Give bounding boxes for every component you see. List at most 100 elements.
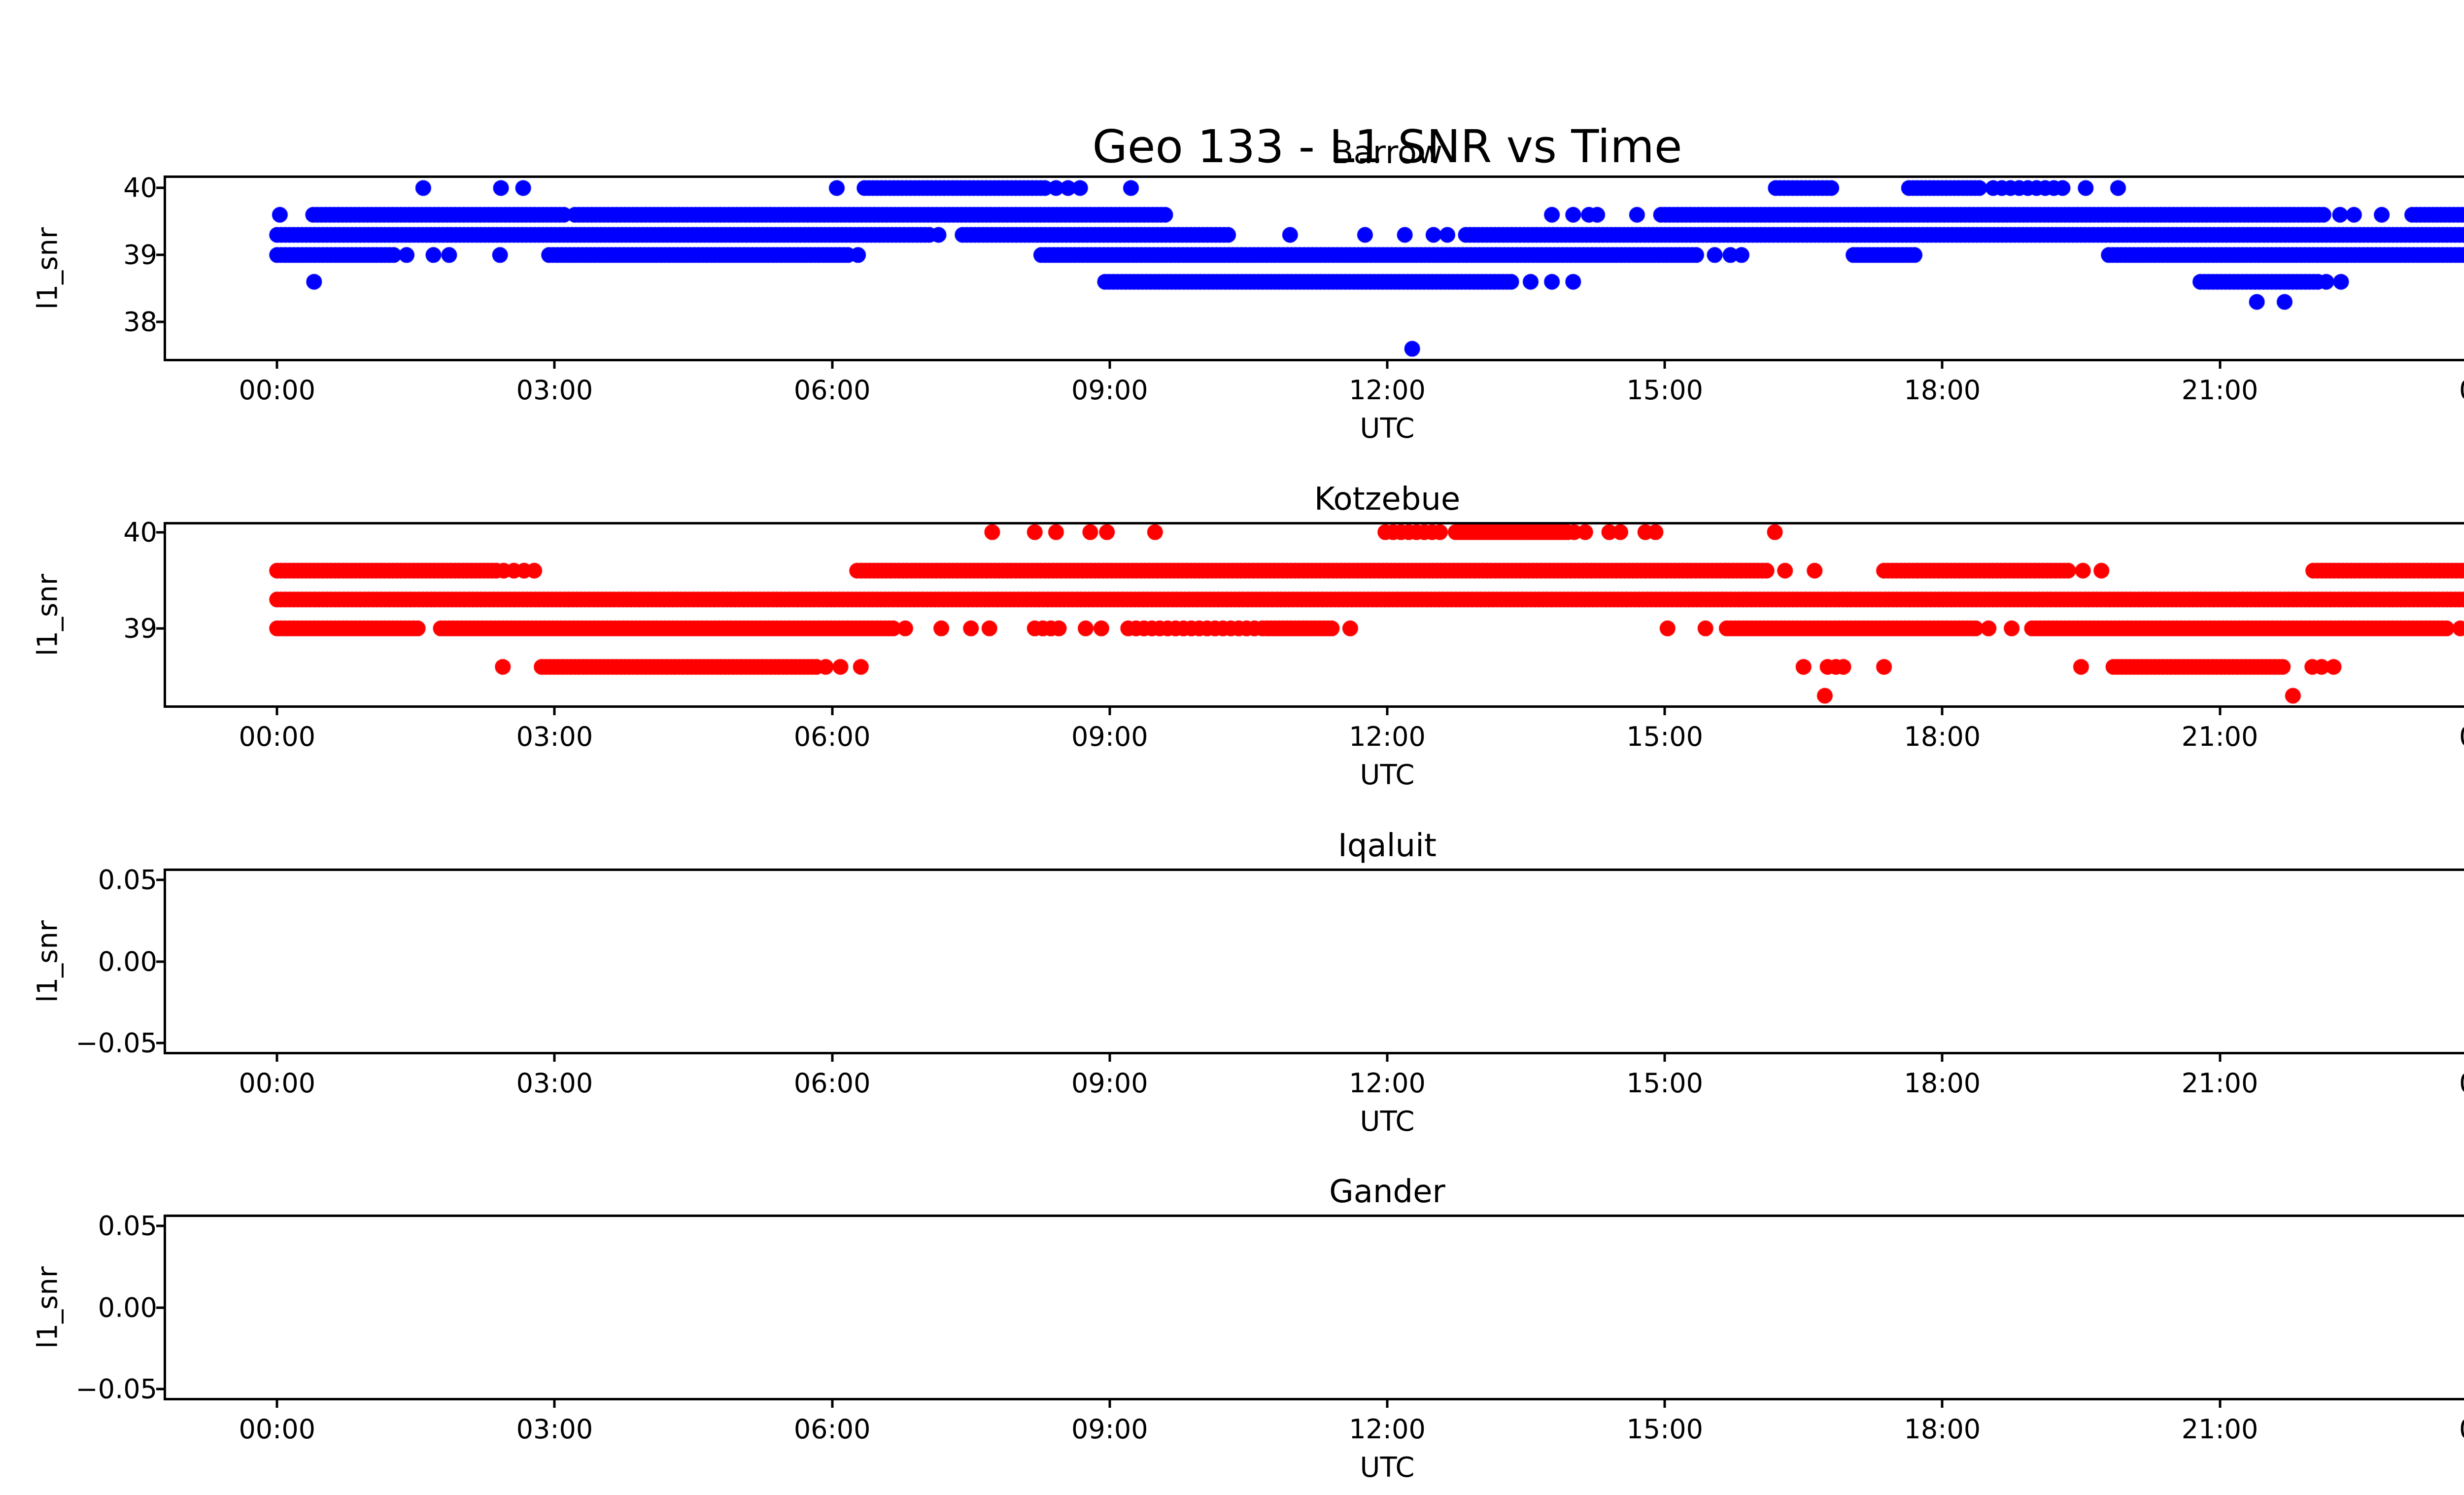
y-tick-label: −0.05 bbox=[75, 1373, 157, 1405]
x-tick-mark bbox=[1108, 1398, 1111, 1408]
x-tick-label: 15:00 bbox=[1626, 1414, 1703, 1445]
y-tick-label: 40 bbox=[123, 172, 157, 204]
x-tick-label: 18:00 bbox=[1904, 375, 1981, 406]
x-tick-mark bbox=[275, 359, 278, 369]
x-tick-label: 06:00 bbox=[793, 1414, 871, 1445]
x-tick-label: 03:00 bbox=[516, 1068, 593, 1099]
subplot-iqaluit: Iqaluit l1_snr 00:00 03:00 06:00 09:00 12:00… bbox=[32, 830, 2464, 1138]
x-tick-mark bbox=[1663, 705, 1666, 715]
x-tick-mark bbox=[275, 1052, 278, 1062]
y-tick-label: 39 bbox=[123, 239, 157, 271]
x-tick-label: 00:00 bbox=[239, 1068, 316, 1099]
x-tick-mark bbox=[2219, 705, 2222, 715]
x-tick-mark bbox=[1386, 1398, 1389, 1408]
x-tick-mark bbox=[831, 705, 834, 715]
x-tick-label: 06:00 bbox=[793, 721, 871, 752]
y-axis-label: l1_snr bbox=[32, 574, 64, 656]
x-tick-label: 18:00 bbox=[1904, 721, 1981, 752]
x-tick-label: 00:00 bbox=[2459, 375, 2464, 406]
x-tick-label: 09:00 bbox=[1071, 1414, 1148, 1445]
subplot-title: Barrow bbox=[1332, 135, 1443, 171]
scatter-canvas bbox=[166, 1217, 2464, 1398]
x-tick-label: 09:00 bbox=[1071, 721, 1148, 752]
x-tick-label: 21:00 bbox=[2181, 1068, 2259, 1099]
x-tick-mark bbox=[1108, 1052, 1111, 1062]
x-tick-label: 00:00 bbox=[239, 721, 316, 752]
x-tick-mark bbox=[1386, 359, 1389, 369]
subplot-gander: Gander l1_snr 00:00 03:00 06:00 09:00 12:00 1… bbox=[32, 1176, 2464, 1484]
y-tick-mark bbox=[156, 253, 166, 256]
x-tick-mark bbox=[553, 359, 556, 369]
y-tick-mark bbox=[156, 1224, 166, 1227]
x-tick-mark bbox=[1941, 705, 1944, 715]
subplot-kotzebue: Kotzebue l1_snr 00:00 03:00 06:00 09:00 12:0… bbox=[32, 484, 2464, 791]
x-tick-label: 03:00 bbox=[516, 721, 593, 752]
x-tick-label: 12:00 bbox=[1349, 1414, 1426, 1445]
plot-area: 00:00 03:00 06:00 09:00 12:00 15:00 18:00 21:00… bbox=[123, 517, 2464, 752]
x-tick-mark bbox=[2219, 1052, 2222, 1062]
x-tick-mark bbox=[553, 705, 556, 715]
x-axis-label: UTC bbox=[1360, 1452, 1415, 1484]
x-tick-mark bbox=[1108, 359, 1111, 369]
x-tick-label: 12:00 bbox=[1349, 721, 1426, 752]
x-tick-mark bbox=[275, 1398, 278, 1408]
x-tick-label: 03:00 bbox=[516, 1414, 593, 1445]
y-tick-mark bbox=[156, 878, 166, 881]
x-tick-label: 00:00 bbox=[2459, 1414, 2464, 1445]
x-tick-mark bbox=[553, 1052, 556, 1062]
x-tick-label: 06:00 bbox=[793, 1068, 871, 1099]
x-tick-label: 00:00 bbox=[2459, 1068, 2464, 1099]
plot-area: 00:00 03:00 06:00 09:00 12:00 15:00 18:00 21:00… bbox=[123, 173, 2464, 406]
x-tick-mark bbox=[553, 1398, 556, 1408]
scatter-canvas bbox=[166, 524, 2464, 705]
y-tick-mark bbox=[156, 320, 166, 323]
subplot-title: Iqaluit bbox=[1338, 828, 1437, 864]
y-tick-mark bbox=[156, 960, 166, 963]
plot-area: 00:00 03:00 06:00 09:00 12:00 15:00 18:00 21:00… bbox=[76, 1211, 2464, 1445]
y-tick-mark bbox=[156, 627, 166, 630]
x-tick-mark bbox=[1941, 1052, 1944, 1062]
x-tick-label: 09:00 bbox=[1071, 375, 1148, 406]
x-axis-label: UTC bbox=[1360, 1106, 1415, 1138]
x-tick-mark bbox=[1663, 1398, 1666, 1408]
x-tick-mark bbox=[831, 1398, 834, 1408]
x-tick-mark bbox=[275, 705, 278, 715]
y-tick-mark bbox=[156, 1306, 166, 1309]
x-axis-label: UTC bbox=[1360, 413, 1415, 445]
x-tick-label: 18:00 bbox=[1904, 1068, 1981, 1099]
x-tick-mark bbox=[2219, 359, 2222, 369]
x-tick-mark bbox=[1386, 705, 1389, 715]
y-tick-mark bbox=[156, 1388, 166, 1391]
y-tick-label: 38 bbox=[123, 306, 157, 338]
x-tick-mark bbox=[1941, 1398, 1944, 1408]
y-tick-mark bbox=[156, 531, 166, 534]
x-axis-label: UTC bbox=[1360, 759, 1415, 791]
y-axis-label: l1_snr bbox=[32, 1266, 64, 1349]
y-tick-label: 0.00 bbox=[98, 946, 157, 977]
x-tick-label: 00:00 bbox=[2459, 721, 2464, 752]
x-tick-label: 21:00 bbox=[2181, 1414, 2259, 1445]
x-tick-label: 21:00 bbox=[2181, 375, 2259, 406]
x-tick-label: 12:00 bbox=[1349, 375, 1426, 406]
x-tick-label: 06:00 bbox=[793, 375, 871, 406]
y-axis-label: l1_snr bbox=[32, 920, 64, 1003]
subplot-barrow: Barrow l1_snr 00:00 03:00 06:00 09:00 12:00 1… bbox=[32, 137, 2464, 445]
y-tick-label: 0.00 bbox=[98, 1292, 157, 1323]
x-tick-label: 09:00 bbox=[1071, 1068, 1148, 1099]
plot-area: 00:00 03:00 06:00 09:00 12:00 15:00 18:00 21:00… bbox=[76, 865, 2464, 1099]
x-tick-label: 03:00 bbox=[516, 375, 593, 406]
x-tick-mark bbox=[1663, 1052, 1666, 1062]
y-tick-label: 40 bbox=[123, 517, 157, 548]
x-tick-label: 15:00 bbox=[1626, 721, 1703, 752]
x-tick-mark bbox=[1108, 705, 1111, 715]
subplot-title: Kotzebue bbox=[1314, 481, 1461, 518]
scatter-canvas bbox=[166, 178, 2464, 359]
y-tick-mark bbox=[156, 1042, 166, 1044]
x-tick-mark bbox=[1386, 1052, 1389, 1062]
y-tick-label: 0.05 bbox=[98, 864, 157, 896]
x-tick-label: 15:00 bbox=[1626, 375, 1703, 406]
y-tick-label: 0.05 bbox=[98, 1210, 157, 1242]
y-axis-label: l1_snr bbox=[32, 227, 64, 310]
x-tick-mark bbox=[1663, 359, 1666, 369]
